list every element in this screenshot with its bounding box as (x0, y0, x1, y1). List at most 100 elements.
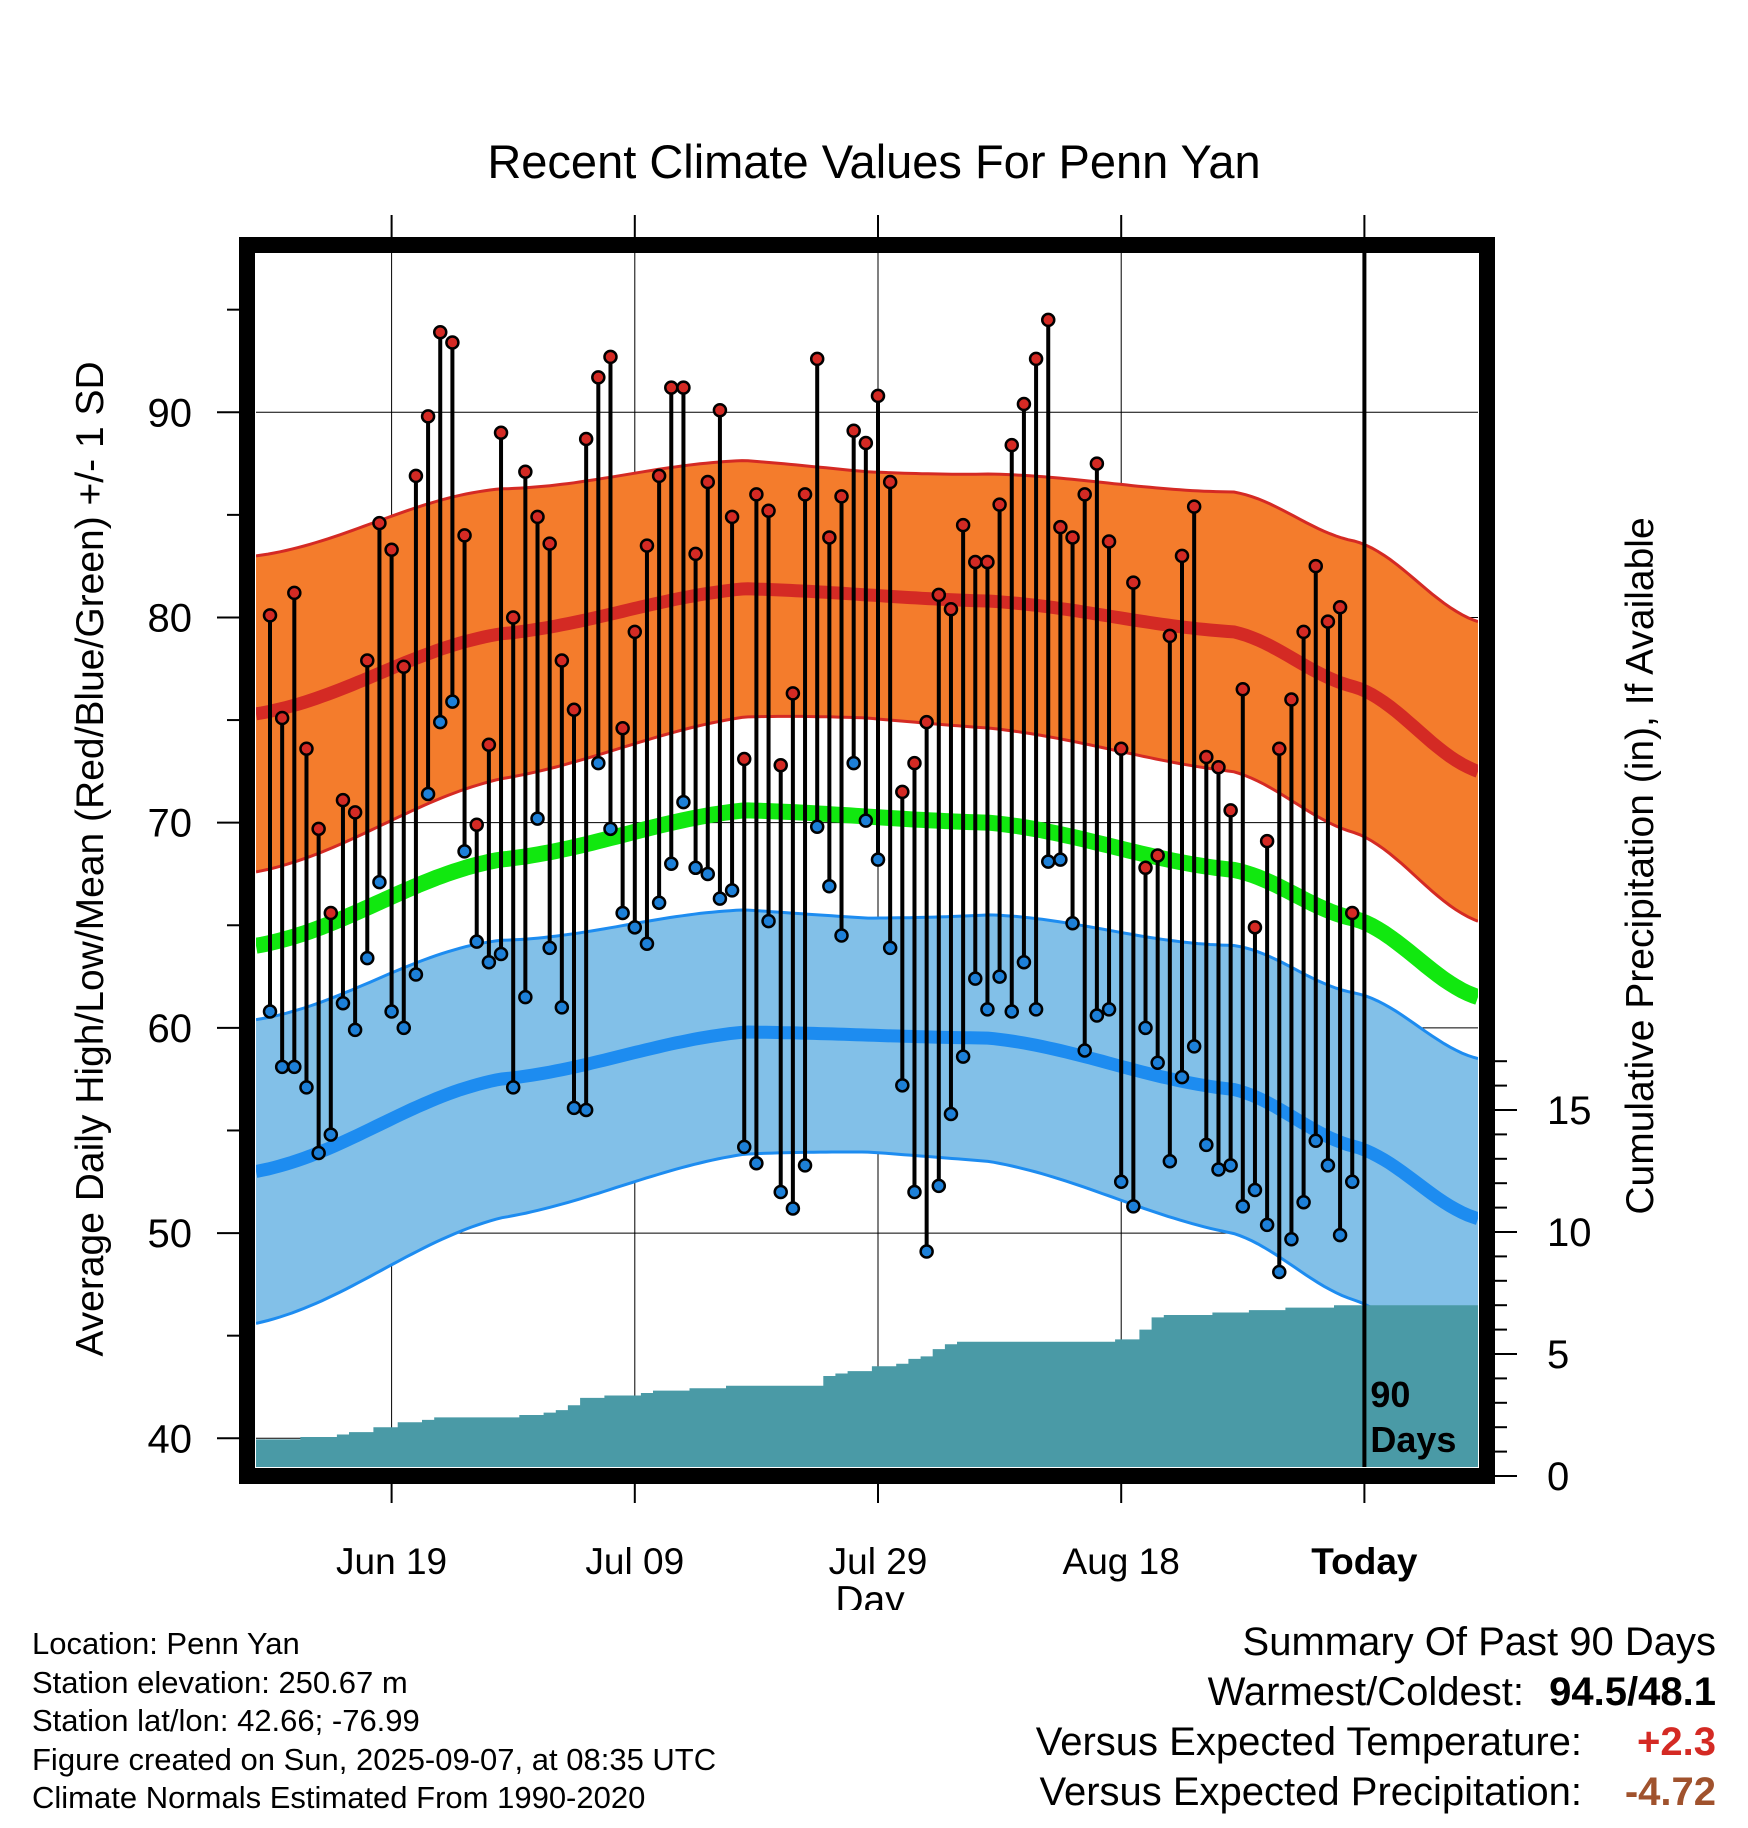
high-point (1284, 692, 1299, 707)
high-point (469, 817, 484, 832)
low-point (1296, 1195, 1311, 1210)
high-point (518, 464, 533, 480)
low-point (1028, 1002, 1044, 1017)
climate-chart: Recent Climate Values For Penn Yan 90Day… (69, 135, 1662, 1610)
x-tick-label: Aug 18 (1063, 1541, 1180, 1582)
high-point (1089, 456, 1105, 471)
low-point (274, 1059, 290, 1075)
low-point (797, 1158, 813, 1173)
x-tick-label: Jul 29 (829, 1541, 928, 1582)
high-point (481, 737, 497, 752)
low-point (1235, 1199, 1251, 1214)
low-point (846, 755, 861, 771)
low-point (651, 895, 667, 910)
high-sd-lower-edge (256, 714, 1478, 923)
low-point (1284, 1231, 1299, 1247)
low-point (481, 954, 497, 970)
y-tick-label: 40 (148, 1417, 193, 1461)
low-point (1272, 1264, 1287, 1280)
low-point (882, 940, 898, 956)
temp-value: +2.3 (1637, 1720, 1716, 1764)
low-point (749, 1156, 764, 1171)
low-point (955, 1049, 971, 1064)
y-axis: 40 50 60 70 80 90 (148, 308, 239, 1461)
low-point (420, 786, 436, 802)
high-point (846, 423, 861, 438)
low-point (335, 995, 351, 1011)
high-point (542, 536, 557, 551)
low-point (408, 967, 424, 982)
low-point (1065, 915, 1080, 931)
high-point (578, 431, 594, 447)
x-tick-label: Today (1311, 1541, 1418, 1582)
high-point (700, 474, 716, 490)
low-point (639, 936, 655, 951)
high-point (943, 602, 959, 617)
high-point (1308, 558, 1324, 574)
low-point (1040, 854, 1056, 869)
high-point (1344, 905, 1360, 921)
high-point (445, 335, 460, 350)
x-axis-label: Day (835, 1579, 905, 1610)
high-point (432, 324, 448, 340)
low-point (554, 1000, 570, 1015)
high-point (1077, 487, 1092, 502)
high-point (311, 821, 326, 837)
high-point (968, 554, 983, 570)
high-point (761, 503, 776, 519)
chart-title: Recent Climate Values For Penn Yan (487, 135, 1260, 188)
high-point (834, 489, 849, 504)
low-point (736, 1139, 752, 1155)
high-point (676, 380, 691, 395)
high-point (919, 714, 934, 730)
high-point (1259, 833, 1275, 849)
low-point (347, 1022, 363, 1038)
low-point (299, 1080, 314, 1095)
high-point (1016, 396, 1032, 412)
low-point (773, 1184, 788, 1200)
low-point (1332, 1227, 1348, 1243)
low-point (505, 1080, 521, 1095)
low-point (992, 969, 1007, 984)
high-point (1150, 848, 1165, 863)
low-point (445, 694, 460, 709)
low-point (384, 1004, 399, 1019)
low-point (761, 913, 776, 929)
high-point (688, 546, 703, 562)
high-point (1211, 760, 1226, 775)
high-point (882, 474, 898, 490)
x-tick-label: Jul 09 (585, 1541, 684, 1582)
high-point (457, 528, 472, 543)
high-point (639, 538, 655, 553)
high-point (980, 554, 995, 570)
high-point (712, 402, 728, 418)
warmest-label: Warmest/Coldest: (1207, 1670, 1524, 1714)
high-point (651, 468, 667, 484)
high-point (335, 792, 351, 808)
low-point (1150, 1055, 1165, 1071)
low-point (615, 905, 630, 921)
warmest-value: 94.5/48.1 (1549, 1670, 1716, 1714)
high-point (420, 409, 436, 424)
high-point (530, 509, 545, 525)
high-point (773, 757, 788, 773)
y2-axis-label: Cumulative Precipitation (in), If Availa… (1619, 517, 1662, 1214)
low-point (432, 714, 448, 730)
high-point (360, 653, 375, 668)
high-point (299, 741, 314, 757)
low-point (1113, 1174, 1129, 1190)
days-label-line2: Days (1370, 1419, 1456, 1460)
low-point (1004, 1004, 1020, 1019)
low-point (700, 866, 716, 882)
low-point (870, 852, 886, 867)
low-point (1174, 1069, 1190, 1085)
high-point (554, 653, 570, 668)
high-point (955, 517, 971, 533)
low-point (907, 1184, 922, 1200)
y2-tick-label: 10 (1547, 1211, 1592, 1255)
high-point (1296, 624, 1311, 640)
low-point (785, 1201, 801, 1216)
low-point (1089, 1008, 1105, 1023)
latlon-text: Station lat/lon: 42.66; -76.99 (32, 1703, 420, 1738)
